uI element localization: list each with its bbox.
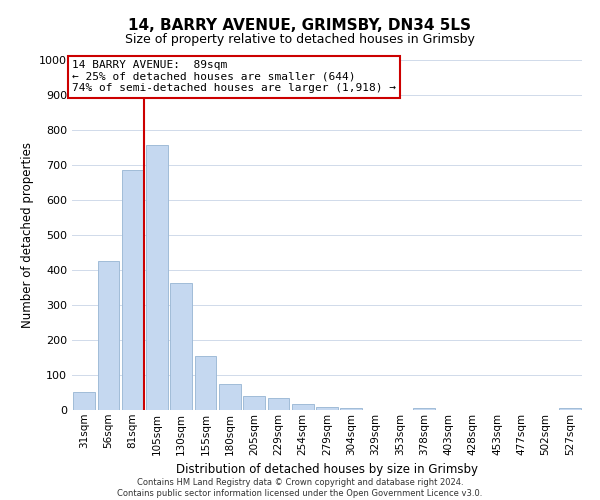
Bar xyxy=(194,356,217,410)
Text: 14, BARRY AVENUE, GRIMSBY, DN34 5LS: 14, BARRY AVENUE, GRIMSBY, DN34 5LS xyxy=(128,18,472,32)
Bar xyxy=(559,408,581,410)
Y-axis label: Number of detached properties: Number of detached properties xyxy=(20,142,34,328)
X-axis label: Distribution of detached houses by size in Grimsby: Distribution of detached houses by size … xyxy=(176,463,478,476)
Bar xyxy=(413,408,435,410)
Bar xyxy=(268,398,289,410)
Bar xyxy=(340,408,362,410)
Bar xyxy=(73,392,95,410)
Bar xyxy=(170,284,192,410)
Bar xyxy=(243,396,265,410)
Bar xyxy=(122,170,143,410)
Text: 14 BARRY AVENUE:  89sqm
← 25% of detached houses are smaller (644)
74% of semi-d: 14 BARRY AVENUE: 89sqm ← 25% of detached… xyxy=(72,60,396,93)
Bar xyxy=(292,404,314,410)
Bar xyxy=(97,261,119,410)
Bar xyxy=(146,145,168,410)
Bar xyxy=(316,406,338,410)
Bar xyxy=(219,384,241,410)
Text: Contains HM Land Registry data © Crown copyright and database right 2024.
Contai: Contains HM Land Registry data © Crown c… xyxy=(118,478,482,498)
Text: Size of property relative to detached houses in Grimsby: Size of property relative to detached ho… xyxy=(125,32,475,46)
